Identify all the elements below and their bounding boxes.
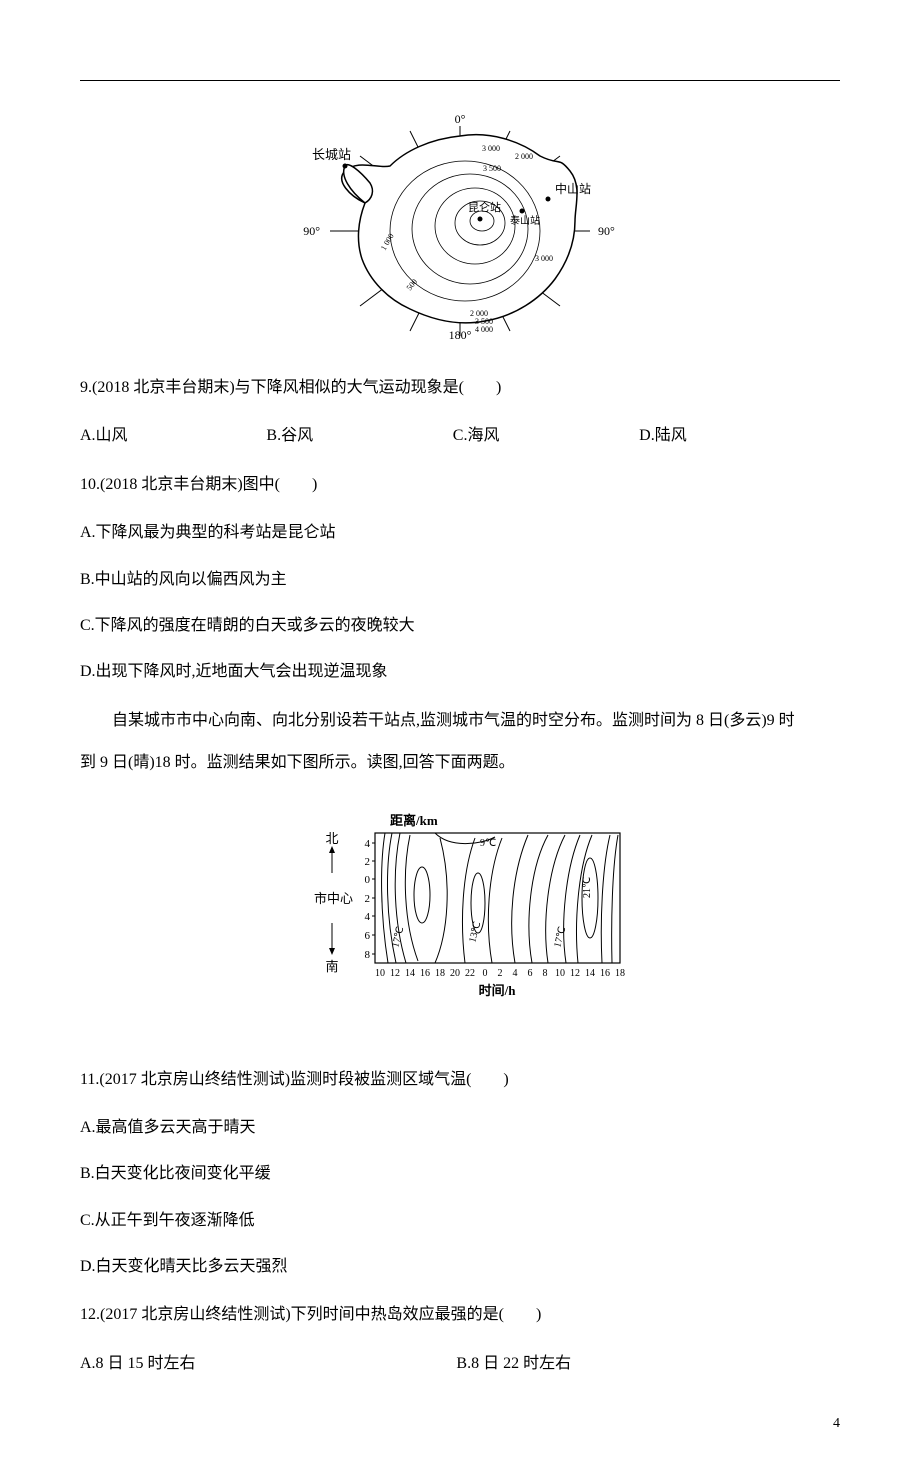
- map-contour-8: 4 000: [475, 325, 493, 334]
- antarctic-map: 0° 90° 90° 180° 长城站 昆仑站 中山站 泰山站 3 000 2 …: [290, 111, 630, 349]
- map-svg: 0° 90° 90° 180° 长城站 昆仑站 中山站 泰山站 3 000 2 …: [290, 111, 630, 341]
- q9-opt-b[interactable]: B.谷风: [266, 417, 448, 455]
- chart-xtick-6: 22: [465, 968, 475, 979]
- map-contour-0: 3 000: [482, 144, 500, 153]
- q9-options: A.山风 B.谷风 C.海风 D.陆风: [80, 417, 840, 455]
- q10-opt-a[interactable]: A.下降风最为典型的科考站是昆仑站: [80, 514, 840, 552]
- chart-xtick-4: 18: [435, 968, 445, 979]
- chart-xtick-16: 18: [615, 968, 625, 979]
- q11-opt-c[interactable]: C.从正午到午夜逐渐降低: [80, 1202, 840, 1240]
- q11-opt-d[interactable]: D.白天变化晴天比多云天强烈: [80, 1248, 840, 1286]
- q11-opt-a[interactable]: A.最高值多云天高于晴天: [80, 1109, 840, 1147]
- chart-xtick-8: 2: [498, 968, 503, 979]
- header-rule: [80, 80, 840, 81]
- chart-xlabel: 时间/h: [479, 983, 517, 998]
- q11-opt-b[interactable]: B.白天变化比夜间变化平缓: [80, 1155, 840, 1193]
- chart-ytick-0: 4: [365, 838, 371, 850]
- chart-xtick-11: 8: [543, 968, 548, 979]
- chart-ytick-3: 2: [365, 893, 371, 905]
- q9-opt-d[interactable]: D.陆风: [639, 417, 821, 455]
- chart-iso-1: 9℃: [480, 838, 496, 849]
- q9-opt-c[interactable]: C.海风: [453, 417, 635, 455]
- chart-xtick-10: 6: [528, 968, 533, 979]
- chart-svg: 距离/km 北 市中心 南 4 2 0 2 4 6 8: [280, 813, 640, 1013]
- chart-iso-3: 21℃: [582, 876, 593, 897]
- q9-stem: 9.(2018 北京丰台期末)与下降风相似的大气运动现象是( ): [80, 369, 840, 407]
- q12-stem: 12.(2017 北京房山终结性测试)下列时间中热岛效应最强的是( ): [80, 1296, 840, 1334]
- q10-opt-d[interactable]: D.出现下降风时,近地面大气会出现逆温现象: [80, 653, 840, 691]
- q9-opt-a[interactable]: A.山风: [80, 417, 262, 455]
- chart-xtick-13: 12: [570, 968, 580, 979]
- map-label-zhongshan: 中山站: [555, 181, 591, 196]
- chart-xtick-12: 10: [555, 968, 565, 979]
- chart-ytick-6: 8: [365, 949, 371, 961]
- map-label-greatwall: 长城站: [312, 147, 351, 162]
- map-contour-1: 2 000: [515, 152, 533, 161]
- q11-stem: 11.(2017 北京房山终结性测试)监测时段被监测区域气温( ): [80, 1061, 840, 1099]
- chart-ytick-2: 0: [365, 874, 371, 886]
- chart-xtick-15: 16: [600, 968, 610, 979]
- passage-line2: 到 9 日(晴)18 时。监测结果如下图所示。读图,回答下面两题。: [80, 744, 840, 782]
- map-label-right: 90°: [598, 224, 615, 238]
- chart-south: 南: [325, 959, 338, 974]
- chart-xtick-14: 14: [585, 968, 595, 979]
- map-label-top: 0°: [455, 112, 466, 126]
- map-label-bottom: 180°: [449, 328, 472, 341]
- chart-xtick-5: 20: [450, 968, 460, 979]
- chart-xtick-9: 4: [513, 968, 518, 979]
- chart-center: 市中心: [314, 891, 353, 906]
- q12-opt-b[interactable]: B.8 日 22 时左右: [456, 1345, 828, 1383]
- chart-xtick-1: 12: [390, 968, 400, 979]
- chart-iso-0: 17℃: [390, 925, 406, 948]
- map-label-left: 90°: [303, 224, 320, 238]
- q10-opt-c[interactable]: C.下降风的强度在晴朗的白天或多云的夜晚较大: [80, 607, 840, 645]
- chart-ytick-1: 2: [365, 856, 371, 868]
- chart-xtick-3: 16: [420, 968, 430, 979]
- q10-stem: 10.(2018 北京丰台期末)图中( ): [80, 466, 840, 504]
- chart-iso-4: 17℃: [552, 925, 568, 948]
- chart-north: 北: [325, 831, 338, 846]
- q12-options: A.8 日 15 时左右 B.8 日 22 时左右: [80, 1345, 840, 1383]
- chart-xtick-7: 0: [483, 968, 488, 979]
- map-contour-2: 3 500: [483, 164, 501, 173]
- chart-iso-2: 13℃: [467, 920, 483, 943]
- chart-xtick-0: 10: [375, 968, 385, 979]
- q10-opt-b[interactable]: B.中山站的风向以偏西风为主: [80, 561, 840, 599]
- q12-opt-a[interactable]: A.8 日 15 时左右: [80, 1345, 452, 1383]
- chart-ytick-5: 6: [365, 930, 371, 942]
- temperature-chart: 距离/km 北 市中心 南 4 2 0 2 4 6 8: [280, 813, 640, 1021]
- map-label-taishan: 泰山站: [510, 214, 540, 227]
- map-contour-4: 3 000: [535, 254, 553, 263]
- map-label-kunlun: 昆仑站: [468, 200, 501, 214]
- chart-xtick-2: 14: [405, 968, 415, 979]
- page-number: 4: [80, 1413, 840, 1434]
- chart-ylabel-top: 距离/km: [390, 813, 438, 828]
- passage-line1: 自某城市市中心向南、向北分别设若干站点,监测城市气温的时空分布。监测时间为 8 …: [80, 702, 840, 740]
- chart-ytick-4: 4: [365, 911, 371, 923]
